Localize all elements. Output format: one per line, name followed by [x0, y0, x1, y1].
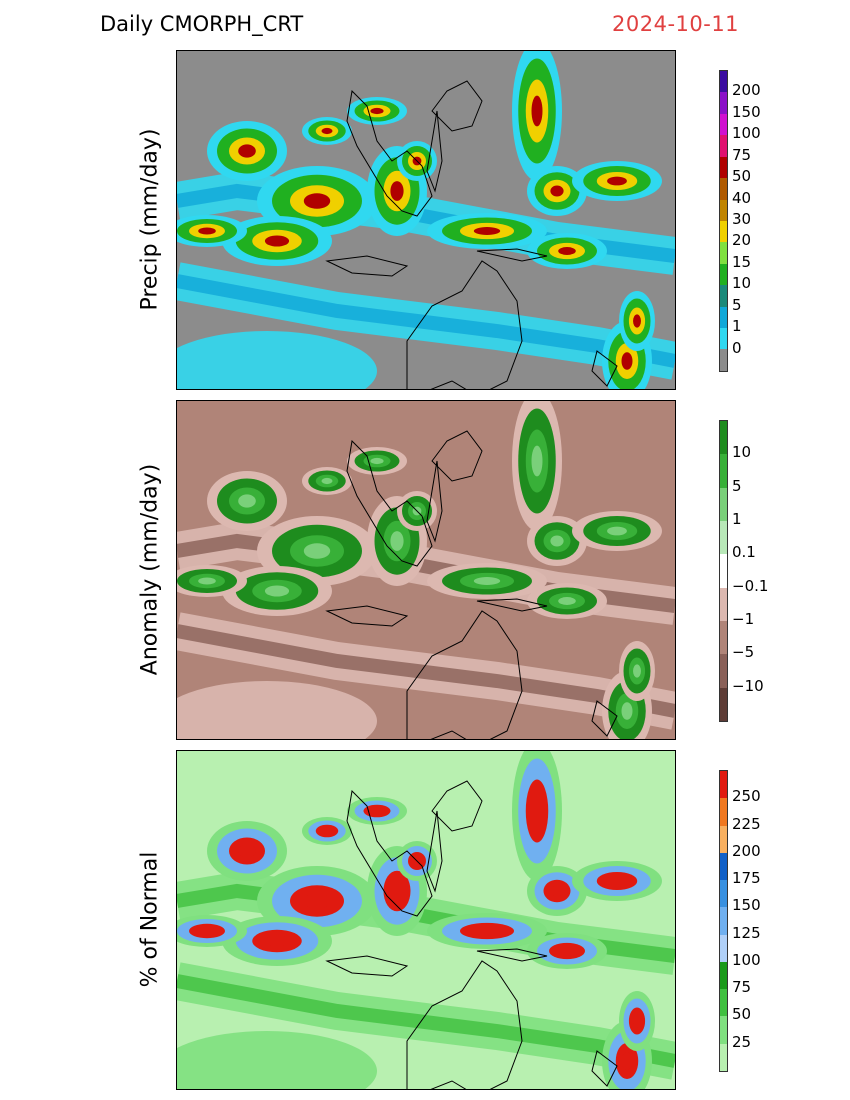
colorbar-swatch: [720, 92, 727, 114]
colorbar-tick-label: 10: [732, 274, 752, 293]
colorbar-tick-label: 50: [732, 1005, 752, 1024]
colorbar-swatch: [720, 961, 727, 990]
colorbar-swatch: [720, 328, 727, 350]
colorbar-tick-label: 225: [732, 814, 761, 833]
colorbar-tick-label: 1: [732, 317, 742, 336]
colorbar-swatch: [720, 554, 727, 588]
colorbar-tick-label: 125: [732, 923, 761, 942]
colorbar-swatch: [720, 798, 727, 826]
precip-axis-label: Precip (mm/day): [137, 128, 163, 311]
colorbar-swatch: [720, 687, 727, 721]
colorbar-tick-label: 200: [732, 81, 761, 100]
colorbar-swatch: [720, 934, 727, 962]
colorbar-tick-label: 50: [732, 167, 752, 186]
colorbar-tick-label: 175: [732, 869, 761, 888]
colorbar-tick-label: −5: [732, 643, 755, 662]
anomaly-map-svg: [177, 401, 675, 739]
colorbar-tick-label: 0: [732, 338, 742, 357]
precip-map: [176, 50, 676, 390]
colorbar-swatch: [720, 989, 727, 1017]
colorbar-tick-label: 150: [732, 102, 761, 121]
date-title: 2024-10-11: [612, 12, 740, 36]
colorbar-swatch: [720, 178, 727, 200]
colorbar-swatch: [720, 263, 727, 286]
colorbar-swatch: [720, 156, 727, 179]
anomaly-axis-label: Anomaly (mm/day): [137, 463, 163, 676]
colorbar-tick-label: 30: [732, 210, 752, 228]
colorbar-tick-label: 75: [732, 978, 752, 997]
colorbar-swatch: [720, 1043, 727, 1071]
colorbar-tick-label: 250: [732, 787, 761, 806]
colorbar-swatch: [720, 199, 727, 221]
colorbar-tick-label: −1: [732, 610, 755, 628]
colorbar-swatch: [720, 220, 727, 243]
colorbar-swatch: [720, 587, 727, 621]
colorbar-tick-label: 5: [732, 295, 742, 314]
colorbar-swatch: [720, 242, 727, 264]
colorbar-tick-label: 1: [732, 510, 742, 528]
colorbar-swatch: [720, 113, 727, 136]
colorbar-tick-label: 0.1: [732, 543, 756, 562]
percent-colorbar: [719, 770, 728, 1072]
colorbar-swatch: [720, 454, 727, 488]
colorbar-swatch: [720, 825, 727, 853]
product-title: Daily CMORPH_CRT: [100, 12, 304, 36]
colorbar-tick-label: −10: [732, 676, 764, 695]
colorbar-swatch: [720, 771, 727, 799]
colorbar-tick-label: 100: [732, 124, 761, 143]
colorbar-swatch: [720, 306, 727, 329]
colorbar-swatch: [720, 135, 727, 157]
colorbar-swatch: [720, 349, 727, 371]
colorbar-tick-label: 40: [732, 188, 752, 207]
colorbar-swatch: [720, 852, 727, 881]
colorbar-tick-label: 15: [732, 252, 752, 271]
percent-map: [176, 750, 676, 1090]
colorbar-swatch: [720, 654, 727, 688]
anomaly-colorbar: [719, 420, 728, 722]
colorbar-tick-label: 20: [732, 231, 752, 250]
colorbar-swatch: [720, 487, 727, 521]
colorbar-tick-label: −0.1: [732, 576, 769, 595]
anomaly-map: [176, 400, 676, 740]
colorbar-swatch: [720, 520, 727, 555]
percent-map-svg: [177, 751, 675, 1089]
colorbar-tick-label: 10: [732, 443, 752, 462]
colorbar-tick-label: 25: [732, 1032, 752, 1051]
precip-map-svg: [177, 51, 675, 389]
colorbar-swatch: [720, 880, 727, 908]
precip-colorbar: [719, 70, 728, 372]
colorbar-tick-label: 5: [732, 476, 742, 495]
colorbar-swatch: [720, 285, 727, 307]
colorbar-tick-label: 200: [732, 841, 761, 860]
colorbar-swatch: [720, 907, 727, 935]
colorbar-tick-label: 150: [732, 896, 761, 915]
colorbar-tick-label: 75: [732, 145, 752, 164]
colorbar-swatch: [720, 620, 727, 655]
colorbar-swatch: [720, 71, 727, 93]
colorbar-swatch: [720, 1016, 727, 1044]
colorbar-tick-label: 100: [732, 950, 761, 969]
percent-axis-label: % of Normal: [137, 851, 163, 988]
colorbar-swatch: [720, 421, 727, 455]
